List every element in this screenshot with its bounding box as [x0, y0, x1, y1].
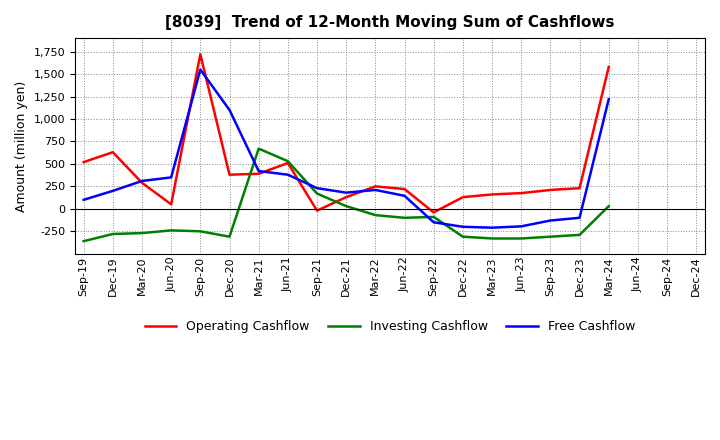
Investing Cashflow — [109, 231, 117, 237]
Free Cashflow — [138, 178, 146, 183]
Investing Cashflow — [604, 203, 613, 209]
Operating Cashflow — [312, 208, 321, 213]
Free Cashflow — [400, 193, 409, 198]
Operating Cashflow — [487, 192, 496, 197]
Investing Cashflow — [254, 146, 263, 151]
Line: Free Cashflow: Free Cashflow — [84, 70, 608, 227]
Investing Cashflow — [225, 234, 234, 239]
Investing Cashflow — [429, 214, 438, 220]
Operating Cashflow — [138, 180, 146, 185]
Operating Cashflow — [167, 202, 176, 207]
Operating Cashflow — [254, 171, 263, 176]
Free Cashflow — [371, 187, 379, 193]
Investing Cashflow — [371, 213, 379, 218]
Investing Cashflow — [312, 191, 321, 196]
Operating Cashflow — [429, 210, 438, 215]
Free Cashflow — [167, 175, 176, 180]
Investing Cashflow — [459, 234, 467, 239]
Title: [8039]  Trend of 12-Month Moving Sum of Cashflows: [8039] Trend of 12-Month Moving Sum of C… — [165, 15, 615, 30]
Investing Cashflow — [196, 229, 204, 234]
Operating Cashflow — [400, 187, 409, 192]
Free Cashflow — [429, 220, 438, 225]
Operating Cashflow — [517, 191, 526, 196]
Y-axis label: Amount (million yen): Amount (million yen) — [15, 81, 28, 212]
Free Cashflow — [312, 186, 321, 191]
Free Cashflow — [575, 215, 584, 220]
Free Cashflow — [487, 225, 496, 230]
Investing Cashflow — [575, 232, 584, 238]
Investing Cashflow — [79, 238, 88, 244]
Investing Cashflow — [167, 228, 176, 233]
Free Cashflow — [342, 190, 351, 195]
Operating Cashflow — [196, 51, 204, 57]
Operating Cashflow — [109, 150, 117, 155]
Investing Cashflow — [342, 203, 351, 209]
Operating Cashflow — [79, 159, 88, 165]
Investing Cashflow — [487, 236, 496, 241]
Investing Cashflow — [546, 234, 554, 239]
Free Cashflow — [79, 197, 88, 202]
Operating Cashflow — [371, 184, 379, 189]
Operating Cashflow — [342, 194, 351, 200]
Free Cashflow — [109, 188, 117, 194]
Free Cashflow — [459, 224, 467, 229]
Line: Investing Cashflow: Investing Cashflow — [84, 149, 608, 241]
Line: Operating Cashflow: Operating Cashflow — [84, 54, 608, 213]
Legend: Operating Cashflow, Investing Cashflow, Free Cashflow: Operating Cashflow, Investing Cashflow, … — [140, 315, 640, 338]
Free Cashflow — [604, 96, 613, 102]
Operating Cashflow — [284, 160, 292, 165]
Operating Cashflow — [604, 64, 613, 70]
Free Cashflow — [225, 107, 234, 113]
Free Cashflow — [196, 67, 204, 72]
Operating Cashflow — [575, 186, 584, 191]
Free Cashflow — [546, 218, 554, 223]
Operating Cashflow — [459, 194, 467, 200]
Free Cashflow — [517, 224, 526, 229]
Free Cashflow — [284, 172, 292, 177]
Free Cashflow — [254, 169, 263, 174]
Investing Cashflow — [284, 158, 292, 164]
Operating Cashflow — [546, 187, 554, 193]
Operating Cashflow — [225, 172, 234, 177]
Investing Cashflow — [517, 236, 526, 241]
Investing Cashflow — [138, 231, 146, 236]
Investing Cashflow — [400, 215, 409, 220]
